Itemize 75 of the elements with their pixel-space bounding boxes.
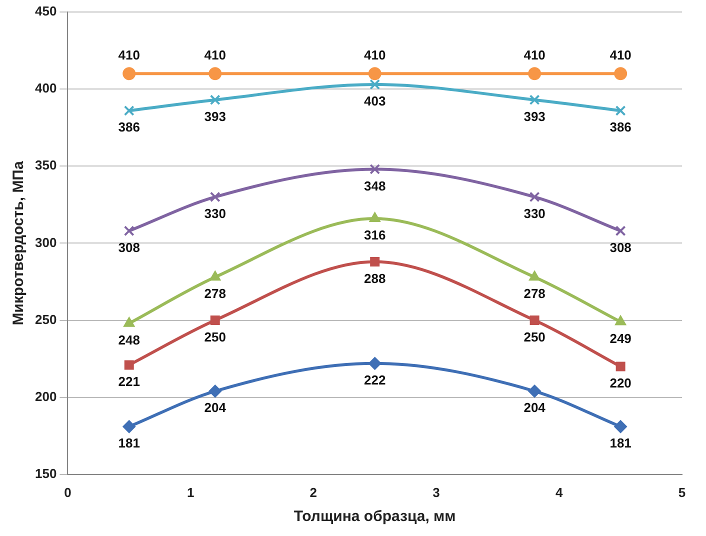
- point: [529, 94, 540, 106]
- data-label: 249: [610, 330, 632, 346]
- point: [616, 362, 626, 372]
- point: [528, 270, 540, 281]
- x-tick-label: 5: [678, 484, 686, 500]
- point: [528, 67, 542, 80]
- point: [122, 67, 136, 80]
- x-axis-title: Толщина образца, мм: [294, 508, 456, 526]
- point: [209, 270, 221, 281]
- data-label: 250: [524, 329, 546, 344]
- point: [528, 384, 542, 398]
- point: [124, 226, 134, 236]
- data-label: 181: [118, 436, 140, 451]
- point: [210, 94, 220, 106]
- point: [208, 67, 222, 80]
- point: [370, 256, 380, 266]
- data-label: 288: [364, 270, 386, 286]
- data-label: 348: [364, 178, 386, 194]
- point: [530, 316, 540, 326]
- point: [210, 316, 220, 326]
- x-tick-label: 0: [64, 484, 72, 500]
- y-tick-label: 400: [34, 80, 57, 96]
- data-label: 410: [610, 48, 632, 63]
- point: [369, 212, 381, 222]
- data-label: 278: [524, 286, 546, 302]
- data-label: 410: [364, 48, 386, 63]
- data-label: 410: [204, 48, 226, 63]
- point: [370, 79, 380, 90]
- point: [614, 67, 628, 80]
- data-label: 393: [204, 108, 226, 124]
- point: [614, 420, 628, 434]
- point: [210, 192, 220, 202]
- y-tick-label: 350: [34, 158, 57, 173]
- point: [614, 315, 626, 326]
- data-label: 221: [118, 374, 140, 390]
- data-label: 410: [118, 48, 140, 63]
- point: [615, 226, 626, 236]
- point: [370, 164, 380, 174]
- data-label: 278: [204, 286, 226, 302]
- data-label: 308: [118, 240, 140, 255]
- data-label: 181: [610, 436, 632, 451]
- y-axis-title: Микротвердость, МПа: [10, 160, 28, 326]
- y-tick-label: 200: [34, 388, 57, 404]
- y-tick-label: 300: [34, 234, 57, 250]
- point: [124, 360, 134, 370]
- data-label: 204: [204, 400, 227, 416]
- data-label: 204: [524, 400, 546, 416]
- data-label: 386: [118, 120, 140, 135]
- y-tick-label: 150: [34, 466, 57, 481]
- data-label: 410: [524, 48, 546, 63]
- x-tick-label: 2: [310, 484, 318, 500]
- point: [615, 105, 626, 116]
- data-label: 330: [204, 206, 226, 222]
- y-tick-label: 450: [34, 4, 57, 19]
- data-label: 248: [118, 332, 140, 348]
- point: [368, 67, 382, 80]
- x-tick-label: 4: [556, 484, 564, 500]
- data-label: 250: [204, 329, 226, 344]
- data-label: 316: [364, 228, 386, 243]
- x-tick-label: 3: [432, 484, 440, 500]
- data-label: 403: [364, 94, 386, 109]
- point: [368, 356, 382, 370]
- point: [208, 384, 222, 398]
- point: [124, 105, 134, 116]
- x-tick-label: 1: [186, 484, 194, 500]
- data-label: 222: [364, 372, 386, 388]
- point: [123, 316, 135, 327]
- point: [122, 420, 136, 434]
- data-label: 220: [610, 376, 632, 391]
- data-label: 393: [524, 108, 546, 124]
- data-label: 308: [610, 240, 632, 255]
- data-label: 330: [524, 206, 546, 222]
- y-tick-label: 250: [34, 312, 57, 327]
- point: [529, 192, 540, 202]
- data-label: 386: [610, 120, 632, 135]
